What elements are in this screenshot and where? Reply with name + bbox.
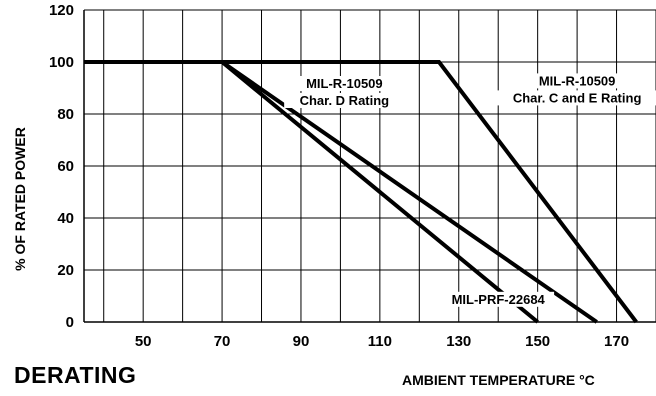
annotation-bg — [529, 73, 625, 89]
x-tick-label: 110 — [368, 333, 392, 350]
annotation-bg — [297, 76, 392, 91]
x-axis-title: AMBIENT TEMPERATURE °C — [402, 372, 595, 388]
y-tick-label: 0 — [66, 314, 74, 331]
y-tick-label: 120 — [49, 2, 74, 19]
annotation-bg — [284, 93, 405, 108]
y-tick-label: 40 — [57, 210, 74, 227]
chart-ticks: 0 20 40 60 80 100 120 50 70 90 110 130 150 170 — [49, 2, 629, 350]
annotation-text: MIL-R-10509 — [306, 76, 383, 91]
x-tick-label: 170 — [604, 333, 629, 350]
annotation-bg — [491, 90, 656, 106]
x-tick-label: 50 — [135, 333, 152, 350]
annotation-text: MIL-PRF-22684 — [452, 292, 546, 307]
annotation-1: MIL-R-10509 Char. D Rating — [284, 76, 405, 108]
y-tick-label: 100 — [49, 54, 74, 71]
annotation-3: MIL-PRF-22684 — [442, 291, 555, 307]
chart-series — [84, 60, 638, 324]
annotation-text: Char. D Rating — [300, 93, 390, 108]
x-tick-label: 90 — [293, 333, 310, 350]
annotation-text: Char. C and E Rating — [513, 90, 642, 105]
y-tick-label: 20 — [57, 262, 74, 279]
chart-annotations: MIL-R-10509 Char. D Rating MIL-R-10509 Char… — [284, 73, 656, 307]
x-tick-label: 130 — [446, 333, 471, 350]
y-tick-label: 80 — [57, 106, 74, 123]
series-line-3 — [84, 60, 638, 324]
page-heading: DERATING — [14, 362, 137, 388]
y-axis-title: % OF RATED POWER — [12, 127, 28, 271]
annotation-text: MIL-R-10509 — [539, 73, 616, 88]
x-tick-label: 150 — [525, 333, 550, 350]
annotation-2: MIL-R-10509 Char. C and E Rating — [491, 73, 656, 106]
y-tick-label: 60 — [57, 158, 74, 175]
annotation-bg — [442, 291, 555, 307]
x-tick-label: 70 — [214, 333, 231, 350]
